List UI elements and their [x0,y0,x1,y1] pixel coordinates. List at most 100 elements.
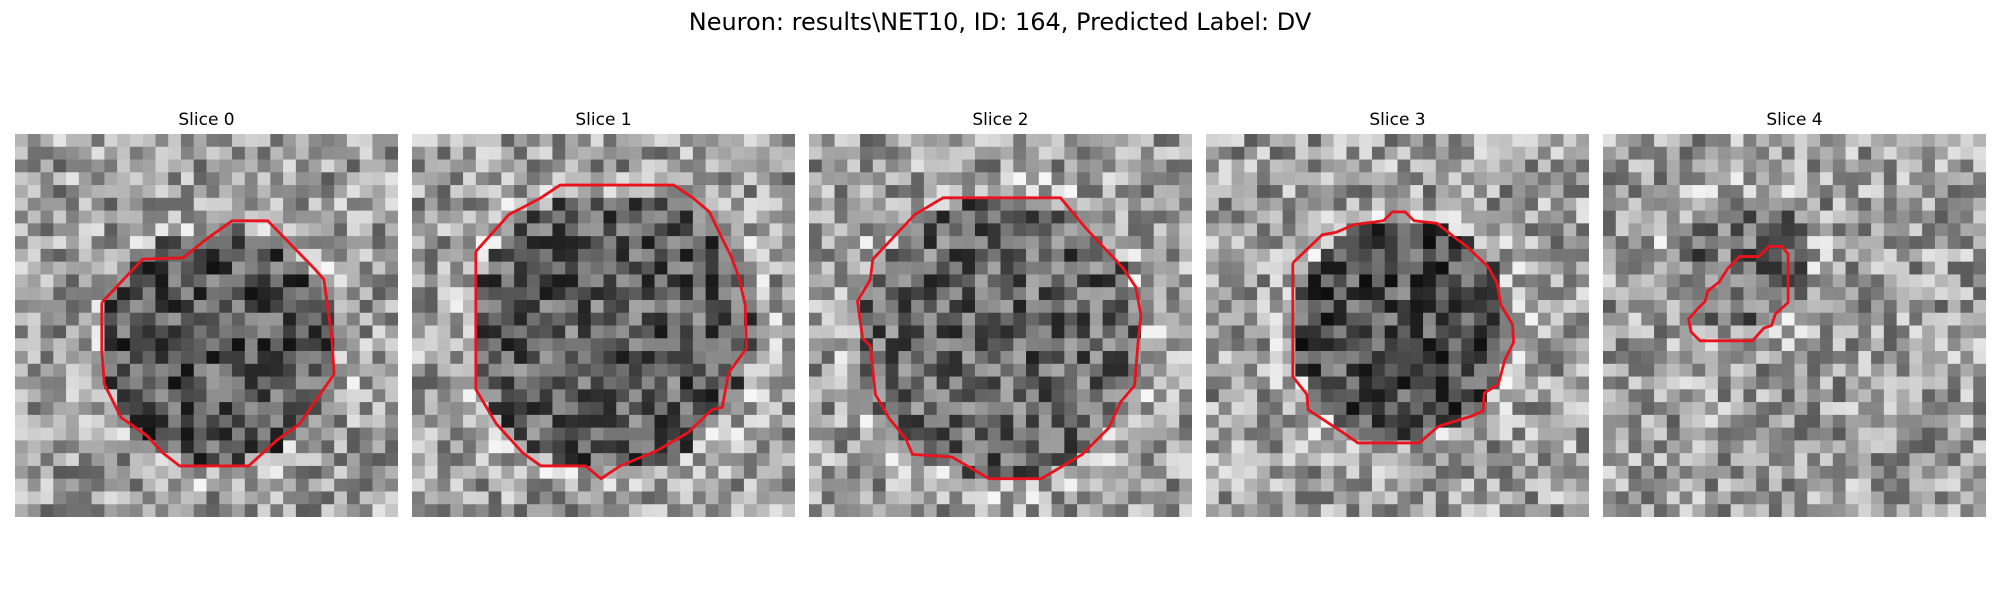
pixel [847,440,861,454]
pixel [295,287,310,301]
pixel [809,146,823,160]
slice-image [1206,134,1589,517]
pixel [257,312,271,326]
pixel [1166,414,1180,429]
pixel [1013,402,1027,416]
pixel [1896,236,1910,250]
pixel [1717,197,1732,211]
pixel [514,376,528,390]
pixel [1038,363,1052,377]
pixel [1692,376,1706,390]
pixel [155,402,169,416]
pixel [1269,338,1283,352]
pixel [270,351,284,365]
pixel [680,146,694,160]
pixel [847,197,861,211]
pixel [501,312,515,326]
pixel [1257,363,1271,377]
pixel [1973,274,1986,288]
pixel [180,325,195,339]
pixel [1576,389,1589,403]
pixel [1679,414,1693,429]
pixel [731,465,745,480]
pixel [1512,134,1526,148]
pixel [27,414,41,429]
pixel [1832,261,1846,275]
pixel [1461,197,1475,211]
pixel [1295,325,1309,339]
pixel [1576,312,1589,326]
pixel [756,210,770,224]
pixel [1346,274,1360,288]
pixel [1960,159,1974,173]
pixel [412,325,426,339]
pixel [385,172,398,186]
pixel [641,236,655,250]
pixel [743,248,758,263]
pixel [1486,338,1501,352]
pixel [219,134,233,148]
pixel [1807,338,1821,352]
pixel [78,172,92,186]
pixel [501,197,515,211]
pixel [1244,491,1258,505]
pixel [911,491,925,505]
pixel [949,236,963,250]
pixel [974,325,989,339]
pixel [667,351,681,365]
pixel [1628,146,1642,160]
pixel [1153,261,1167,275]
pixel [1909,236,1923,250]
pixel [834,197,848,211]
pixel [1743,287,1757,301]
pixel [949,376,963,390]
pixel [552,427,566,441]
pixel [15,453,29,467]
pixel [1359,172,1373,186]
pixel [463,325,477,339]
pixel [692,491,707,505]
pixel [1308,325,1322,339]
pixel [104,491,118,505]
pixel [1179,223,1192,237]
pixel [987,236,1001,250]
pixel [1525,351,1539,365]
pixel [1115,338,1129,352]
pixel [949,465,963,480]
pixel [1320,478,1335,492]
pixel [1807,134,1821,148]
pixel [78,312,92,326]
pixel [1257,210,1271,224]
pixel [860,453,874,467]
pixel [974,389,989,403]
pixel [743,465,758,480]
pixel [40,402,54,416]
pixel [1768,134,1783,148]
pixel [1717,414,1732,429]
pixel [1525,338,1539,352]
pixel [603,134,617,148]
pixel [898,248,912,263]
pixel [616,402,630,416]
pixel [1845,389,1859,403]
pixel [168,465,182,480]
pixel [923,172,938,186]
pixel [27,363,41,377]
pixel [40,440,54,454]
pixel [295,197,310,211]
pixel [193,478,207,492]
pixel [1308,453,1322,467]
pixel [270,197,284,211]
pixel [731,440,745,454]
pixel [1038,210,1052,224]
pixel [295,146,310,160]
pixel [680,338,694,352]
pixel [1064,363,1078,377]
pixel [1179,287,1192,301]
pixel [1883,414,1898,429]
pixel [860,210,874,224]
pixel [424,197,438,211]
pixel [78,299,92,314]
pixel [232,414,246,429]
pixel [1000,504,1014,517]
